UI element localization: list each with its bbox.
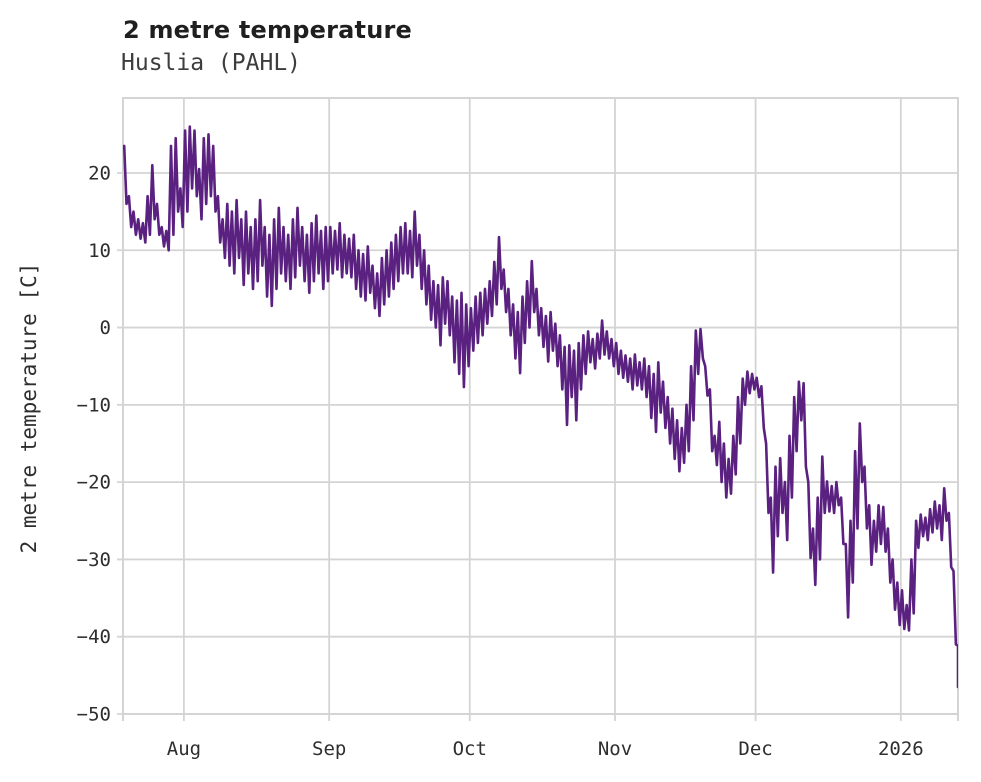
x-tick-label: Oct [453,738,487,760]
x-tick-label: Aug [167,738,201,760]
y-tick-label: −10 [77,394,111,416]
x-tick-label: 2026 [878,738,924,760]
y-tick-label: −50 [77,704,111,726]
x-tick-label: Dec [738,738,772,760]
y-tick-label: 10 [88,240,111,262]
chart-title: 2 metre temperature [123,16,412,44]
temperature-series-line [123,125,958,689]
y-tick-label: 0 [100,317,111,339]
plot-border [122,97,959,715]
y-tick-label: −20 [77,472,111,494]
x-tick-label: Sep [312,738,346,760]
y-tick-label: −30 [77,549,111,571]
y-tick-label: 20 [88,162,111,184]
x-tick-label: Nov [598,738,632,760]
chart-subtitle: Huslia (PAHL) [121,50,302,76]
y-tick-label: −40 [77,626,111,648]
